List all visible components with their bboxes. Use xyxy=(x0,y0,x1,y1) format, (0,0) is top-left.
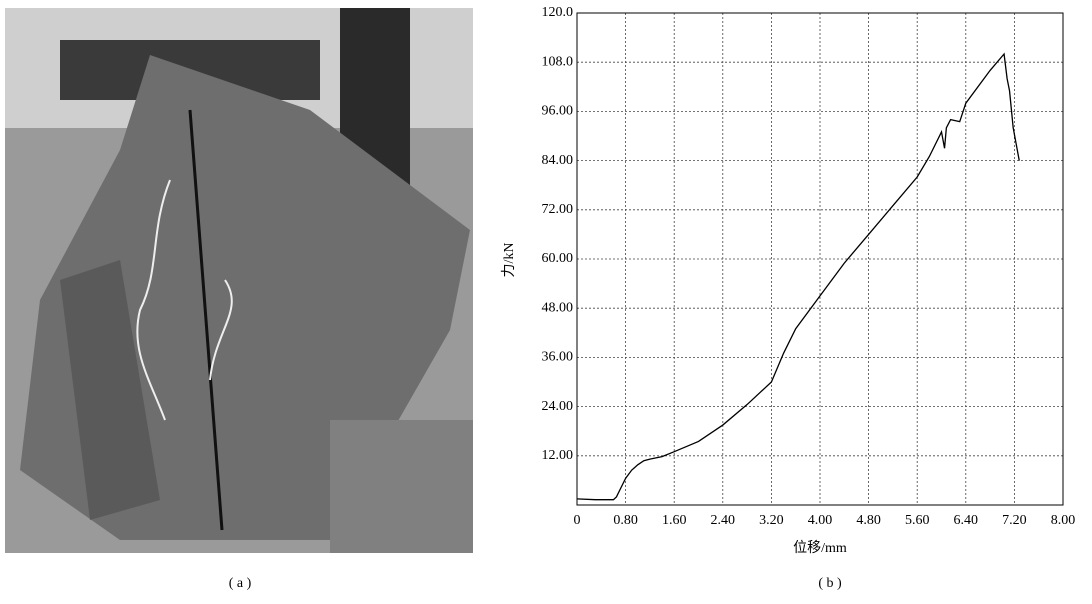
y-tick-label: 36.00 xyxy=(542,350,574,365)
y-tick-label: 96.00 xyxy=(542,104,574,119)
figure: ( a ) ( b ) 位移/mm 力/kN 12.00 24.00 36.00 48… xyxy=(0,0,1092,599)
y-tick-label: 48.00 xyxy=(542,300,574,315)
x-tick-label: 7.20 xyxy=(1002,513,1027,528)
x-tick-label: 1.60 xyxy=(662,513,687,528)
x-tick-label: 4.80 xyxy=(856,513,881,528)
x-tick-label: 5.60 xyxy=(905,513,930,528)
y-axis-label: 力/kN xyxy=(501,243,517,278)
x-tick-label: 4.00 xyxy=(808,513,833,528)
x-tick-label: 8.00 xyxy=(1051,513,1076,528)
x-tick-label: 0 xyxy=(574,513,581,528)
data-line xyxy=(577,54,1019,500)
x-axis-label: 位移/mm xyxy=(793,540,847,556)
y-tick-label: 24.00 xyxy=(542,399,574,414)
x-tick-label: 2.40 xyxy=(711,513,736,528)
x-tick-label: 0.80 xyxy=(613,513,638,528)
x-tick-label: 3.20 xyxy=(759,513,784,528)
caption: ( a ) xyxy=(229,576,252,591)
y-tick-label: 120.0 xyxy=(542,5,574,20)
x-tick-label: 6.40 xyxy=(954,513,979,528)
y-tick-label: 84.00 xyxy=(542,153,574,168)
caption: ( b ) xyxy=(818,576,842,591)
y-tick-label: 72.00 xyxy=(542,202,574,217)
y-tick-label: 12.00 xyxy=(542,448,574,463)
photo xyxy=(5,8,473,553)
y-tick-label: 108.0 xyxy=(542,54,574,69)
y-tick-label: 60.00 xyxy=(542,251,574,266)
